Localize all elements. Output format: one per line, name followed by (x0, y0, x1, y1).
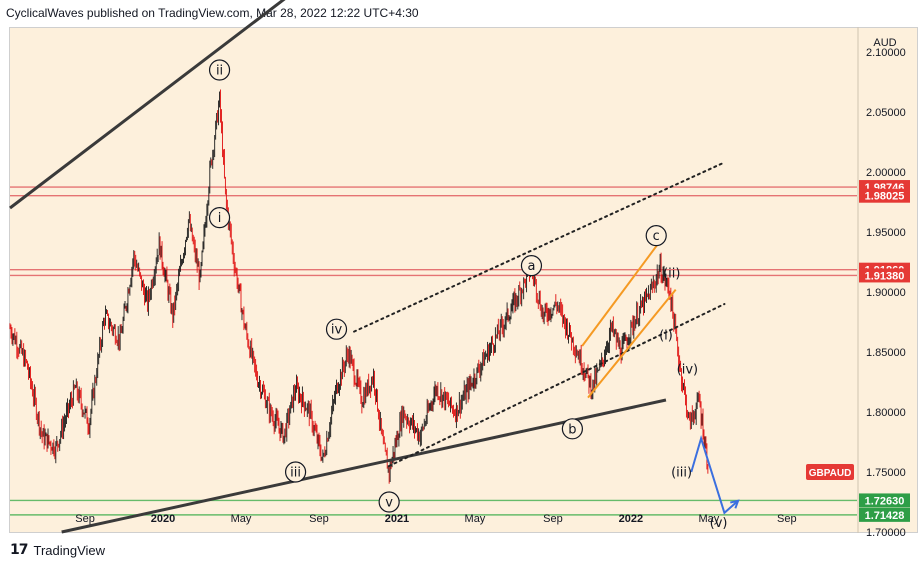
projection-arrowhead (730, 499, 740, 509)
symbol-tag: GBPAUD (809, 468, 852, 479)
wave-circle-4 (378, 491, 400, 513)
trendline-2 (353, 161, 726, 333)
price-tag-4: 1.72630 (865, 495, 905, 507)
brand-name[interactable]: TradingView (33, 542, 106, 558)
trendlines (9, 0, 726, 534)
x-tick-4: 2021 (385, 513, 409, 525)
price-tag-bg-5 (859, 507, 910, 522)
wave-circle-1 (208, 207, 231, 229)
wave-label-11: (iii) (671, 466, 692, 481)
price-tags: 1.987461.980251.918601.913801.726301.714… (806, 180, 910, 522)
x-tick-9: Sep (777, 513, 797, 525)
wave-label-10: (iv) (677, 362, 698, 377)
price-tag-5: 1.71428 (865, 510, 905, 522)
price-axis: 2.10000 2.05000 2.00000 1.95000 1.90000 1.850… (866, 47, 906, 539)
x-tick-5: May (465, 513, 486, 525)
wave-label-6: b (568, 422, 576, 437)
x-tick-7: 2022 (619, 513, 643, 525)
price-candles (9, 89, 709, 484)
x-tick-2: May (231, 513, 252, 525)
y-tick-7: 1.75000 (866, 467, 906, 479)
currency-label: AUD (873, 37, 896, 49)
x-tick-0: Sep (75, 513, 95, 525)
trendline-5 (587, 288, 677, 399)
y-tick-0: 2.10000 (866, 47, 906, 59)
trendline-3 (388, 303, 726, 467)
wave-label-1: i (218, 211, 222, 226)
price-tag-bg-4 (859, 493, 910, 508)
publisher-caption: CyclicalWaves published on TradingView.c… (6, 6, 419, 20)
tradingview-logo-icon: 17 (10, 542, 29, 558)
y-tick-5: 1.85000 (866, 347, 906, 359)
wave-circle-5 (520, 255, 543, 277)
wave-label-5: a (527, 259, 535, 274)
x-tick-6: Sep (543, 513, 563, 525)
wave-circle-6 (561, 418, 583, 440)
footer: 17 TradingView (10, 542, 105, 558)
wave-circle-2 (284, 461, 307, 483)
y-tick-2: 2.00000 (866, 167, 906, 179)
wave-label-3: iv (331, 323, 343, 338)
wave-circle-3 (325, 318, 348, 340)
x-tick-3: Sep (309, 513, 329, 525)
y-tick-3: 1.95000 (866, 227, 906, 239)
price-tag-bg-3 (859, 268, 910, 283)
wave-label-4: v (385, 496, 393, 511)
price-tag-bg-1 (859, 188, 910, 203)
wave-label-8: (ii) (663, 266, 680, 281)
projection-path (690, 434, 740, 515)
y-tick-4: 1.90000 (866, 287, 906, 299)
trendline-4 (581, 232, 667, 347)
projection-line (690, 434, 739, 515)
chart-panel[interactable] (9, 27, 918, 533)
wave-circle-0 (208, 59, 231, 81)
wave-label-7: c (653, 229, 660, 244)
x-tick-8: May (698, 513, 719, 525)
symbol-tag-bg (806, 464, 854, 480)
wave-label-0: ii (216, 64, 223, 79)
wave-label-2: iii (290, 466, 301, 481)
wave-label-12: (v) (710, 516, 728, 531)
y-tick-8: 1.70000 (866, 527, 906, 539)
time-axis: Sep 2020 May Sep 2021 May Sep 2022 May Sep (75, 513, 796, 525)
price-tag-1: 1.98025 (865, 191, 905, 203)
y-tick-1: 2.05000 (866, 107, 906, 119)
horizontal-levels (10, 186, 857, 516)
price-tag-3: 1.91380 (865, 270, 905, 282)
wave-label-9: (i) (659, 329, 673, 344)
y-tick-6: 1.80000 (866, 407, 906, 419)
wave-circle-7 (645, 225, 667, 247)
x-tick-1: 2020 (151, 513, 175, 525)
trendline-0 (9, 0, 286, 210)
